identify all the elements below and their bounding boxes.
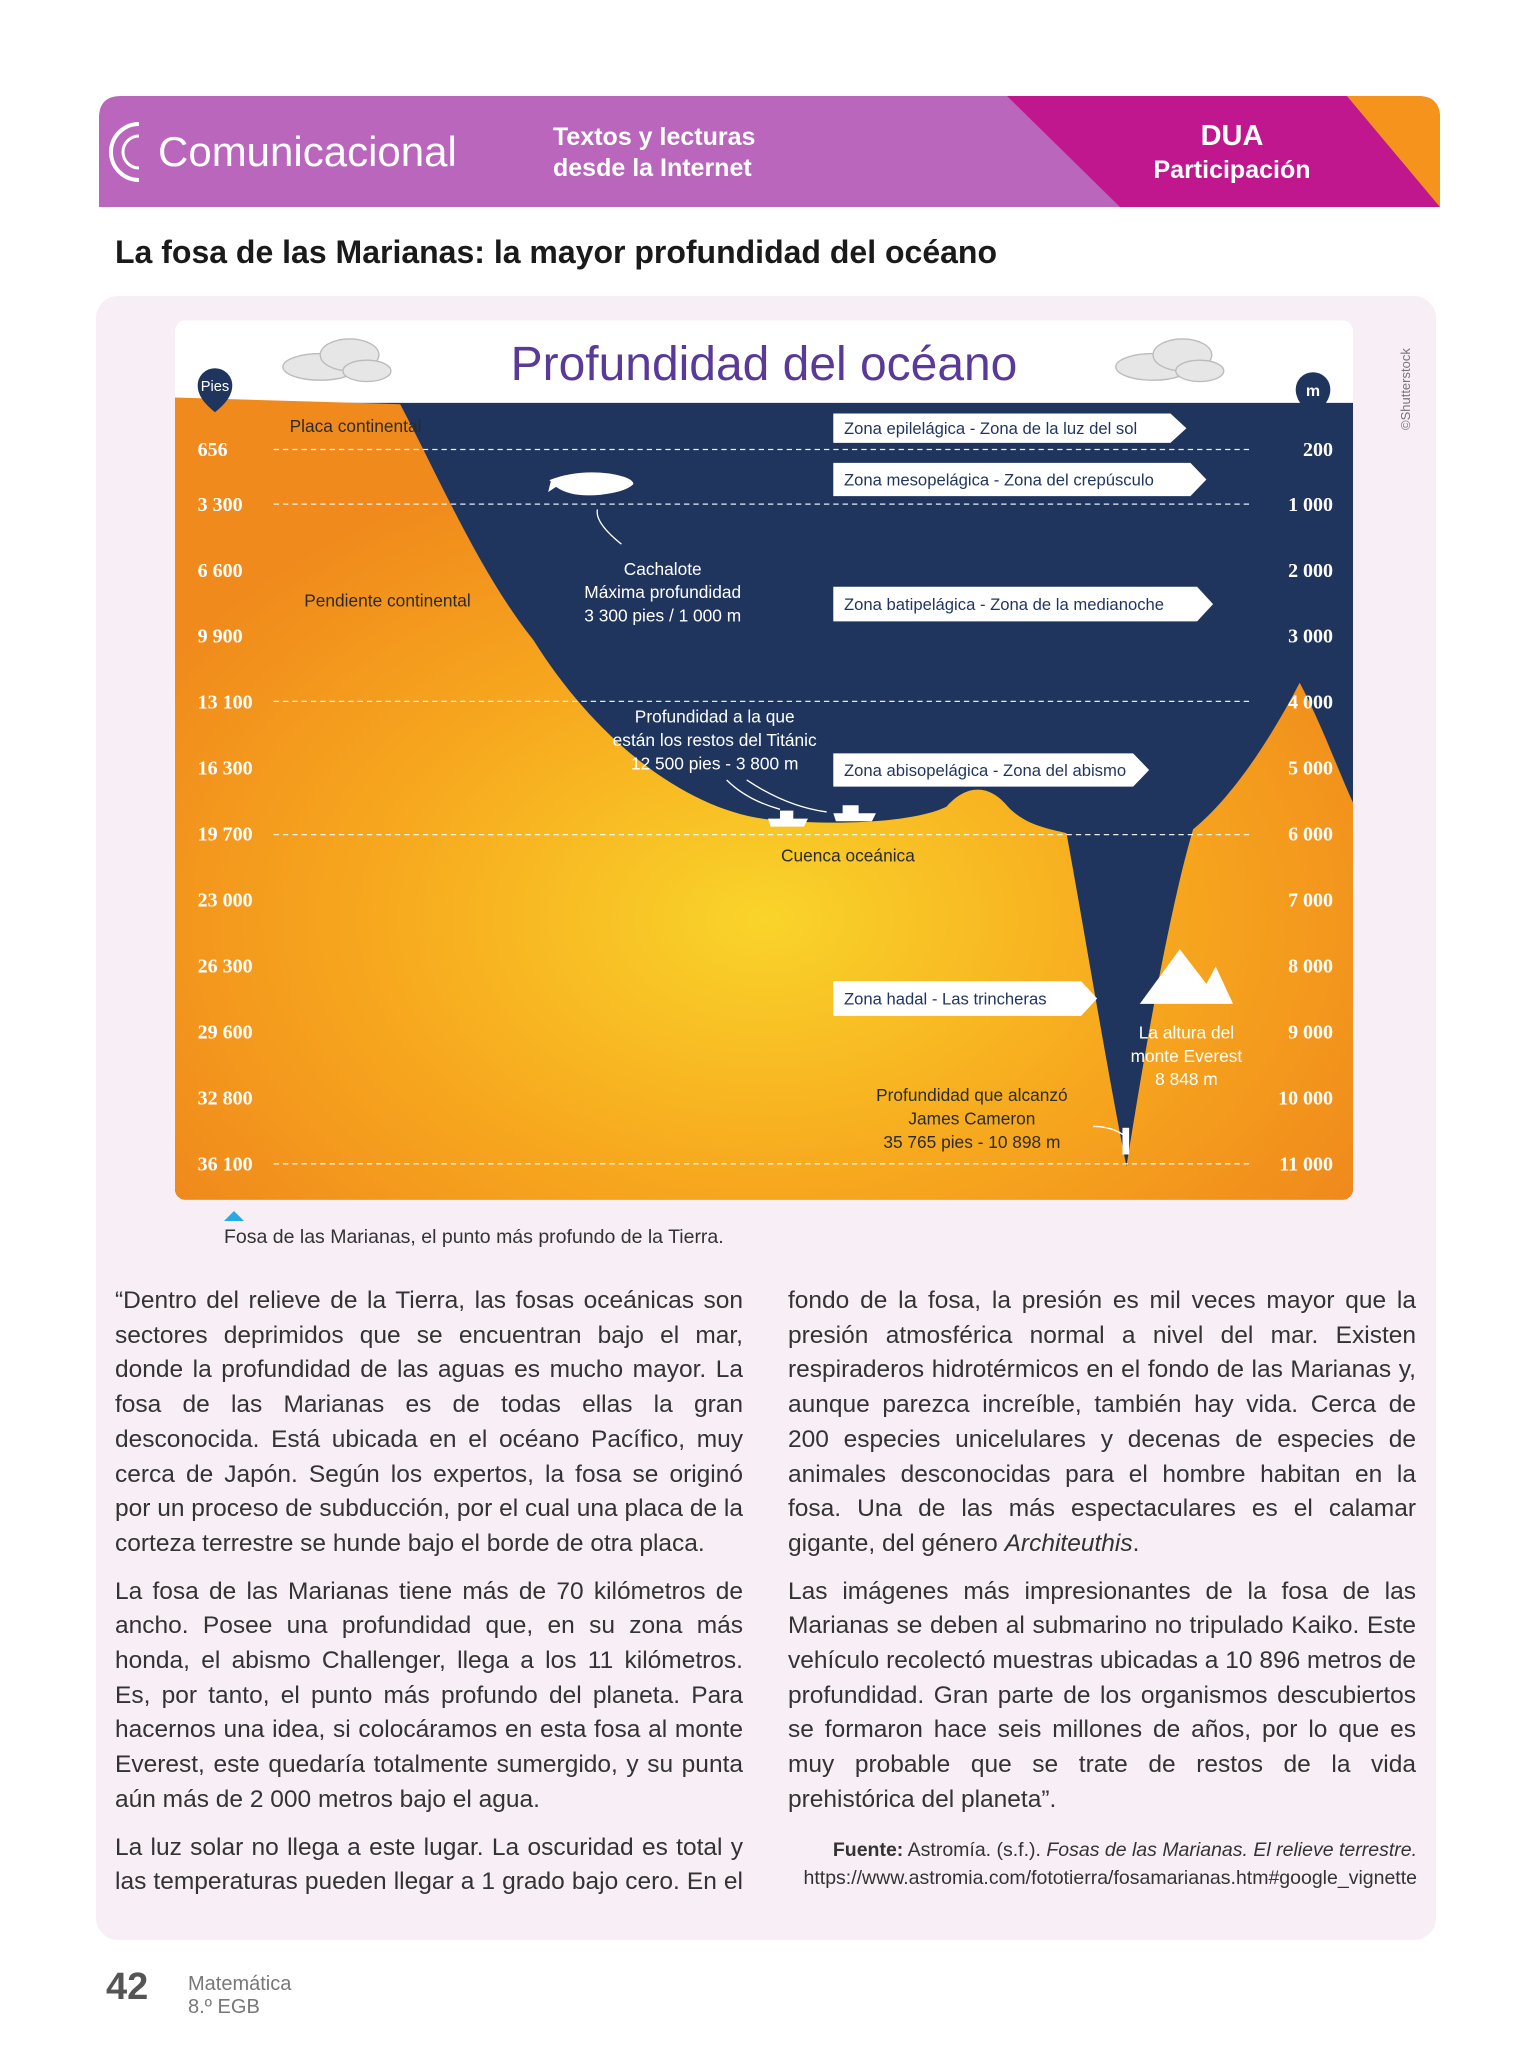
ship <box>767 810 808 827</box>
left-tick: 9 900 <box>198 626 243 648</box>
paragraph: La luz solar no llega a este lugar. La o… <box>115 1833 743 1896</box>
right-tick: 10 000 <box>1278 1087 1333 1109</box>
caption-marker <box>224 1211 244 1221</box>
right-column: fondo de la fosa, la presión es mil vece… <box>788 1284 1416 1831</box>
arrow <box>596 509 622 545</box>
pin <box>197 368 233 413</box>
left-tick: 13 100 <box>198 692 253 714</box>
right-tick: 200 <box>1303 439 1333 461</box>
grade: 8.º EGB <box>188 1996 260 2018</box>
titanic-label: están los restos del Titánic <box>613 730 817 750</box>
section: Textos y lecturas desde la Internet <box>553 122 755 184</box>
infographic-title: Profundidad del océano <box>511 338 1018 391</box>
label: Cuenca oceánica <box>781 845 915 865</box>
whale-label: Máxima profundidad <box>584 582 741 602</box>
subject: Matemática <box>188 1973 292 1995</box>
ship <box>833 805 876 822</box>
zone-box <box>833 462 1207 497</box>
right-unit: m <box>1306 383 1320 400</box>
submarine <box>1122 1127 1130 1155</box>
header-bar <box>99 96 1440 207</box>
dua-sub: Participación <box>1153 156 1311 184</box>
right-tick: 9 000 <box>1288 1022 1333 1044</box>
mountain <box>1139 949 1234 1004</box>
footer-subject: Matemática 8.º EGB <box>188 1973 291 2019</box>
zone-box <box>833 981 1098 1016</box>
paragraph: “Dentro del relieve de la Tierra, las fo… <box>115 1287 743 1557</box>
section-line: desde la Internet <box>553 154 752 182</box>
zone-label: Zona abisopelágica - Zona del abismo <box>844 761 1126 780</box>
zone-label: Zona epilelágica - Zona de la luz del so… <box>844 419 1137 438</box>
left-tick: 6 600 <box>198 560 243 582</box>
left-tick: 19 700 <box>198 824 253 846</box>
everest-label: 8 848 m <box>1155 1069 1218 1089</box>
source-work: Fosas de las Marianas. El relieve terres… <box>1046 1839 1417 1861</box>
source: Fuente: Astromía. (s.f.). Fosas de las M… <box>777 1836 1417 1892</box>
right-tick: 1 000 <box>1288 494 1333 516</box>
right-tick: 8 000 <box>1288 956 1333 978</box>
cameron-label: James Cameron <box>908 1108 1035 1128</box>
brand: Comunicacional <box>158 128 457 175</box>
whale-label: 3 300 pies / 1 000 m <box>584 605 741 625</box>
right-tick: 7 000 <box>1288 890 1333 912</box>
paragraph: Las imágenes más impresionantes de la fo… <box>788 1575 1416 1818</box>
clouds <box>282 338 1225 383</box>
right-tick: 5 000 <box>1288 758 1333 780</box>
zone-label: Zona mesopelágica - Zona del crepúsculo <box>844 470 1154 489</box>
cameron-label: Profundidad que alcanzó <box>876 1085 1068 1105</box>
left-tick: 29 600 <box>198 1022 253 1044</box>
right-tick: 6 000 <box>1288 824 1333 846</box>
page-number: 42 <box>106 1966 149 2008</box>
left-tick: 26 300 <box>198 956 253 978</box>
section-line: Textos y lecturas <box>553 123 756 151</box>
left-tick: 16 300 <box>198 758 253 780</box>
dashed-lines <box>273 448 1254 1165</box>
left-column: “Dentro del relieve de la Tierra, las fo… <box>115 1284 743 1913</box>
paragraph: La fosa de las Marianas tiene más de 70 … <box>115 1577 743 1813</box>
zone-label: Zona batipelágica - Zona de la medianoch… <box>844 595 1164 614</box>
cameron-label: 35 765 pies - 10 898 m <box>883 1132 1060 1152</box>
zone-box <box>833 586 1214 622</box>
infographic: Profundidad del océano Pies m 656 3 300 6 … <box>175 320 1353 1200</box>
right-tick: 4 000 <box>1288 692 1333 714</box>
whale <box>548 472 634 496</box>
whale-label: Cachalote <box>624 559 702 579</box>
right-tick: 3 000 <box>1288 626 1333 648</box>
zone-label: Zona hadal - Las trincheras <box>844 990 1047 1009</box>
left-tick: 32 800 <box>198 1087 253 1109</box>
right-tick: 11 000 <box>1279 1153 1333 1175</box>
paragraph: fondo de la fosa, la presión es mil vece… <box>788 1284 1416 1562</box>
zone-box <box>833 413 1187 443</box>
source-author: Astromía. (s.f.). <box>907 1839 1041 1861</box>
titanic-label: 12 500 pies - 3 800 m <box>631 753 798 773</box>
credit: ©Shutterstock <box>1398 348 1413 430</box>
caption: Fosa de las Marianas, el punto más profu… <box>224 1226 724 1248</box>
right-tick: 2 000 <box>1288 560 1333 582</box>
text-italic: Architeuthis <box>1004 1529 1133 1557</box>
page-title: La fosa de las Marianas: la mayor profun… <box>115 234 997 270</box>
arrow <box>726 779 827 813</box>
text: . <box>1132 1529 1140 1557</box>
left-tick: 656 <box>198 439 228 461</box>
pin <box>1295 372 1331 417</box>
titanic-label: Profundidad a la que <box>635 707 795 727</box>
text: Las imágenes más impresionantes de la fo… <box>788 1577 1416 1813</box>
text: fondo de la fosa, la presión es mil vece… <box>788 1287 1416 1557</box>
left-tick: 3 300 <box>198 494 243 516</box>
label: Pendiente continental <box>304 591 471 611</box>
source-url: https://www.astromia.com/fototierra/fosa… <box>803 1867 1417 1889</box>
source-label: Fuente: <box>832 1839 904 1861</box>
left-tick: 36 100 <box>198 1153 253 1175</box>
everest-label: monte Everest <box>1131 1046 1243 1066</box>
left-tick: 23 000 <box>198 890 253 912</box>
zone-box <box>833 753 1150 787</box>
left-unit: Pies <box>201 379 229 395</box>
label: Placa continental <box>290 416 422 436</box>
everest-label: La altura del <box>1139 1023 1234 1043</box>
dua: DUA <box>1200 120 1264 152</box>
